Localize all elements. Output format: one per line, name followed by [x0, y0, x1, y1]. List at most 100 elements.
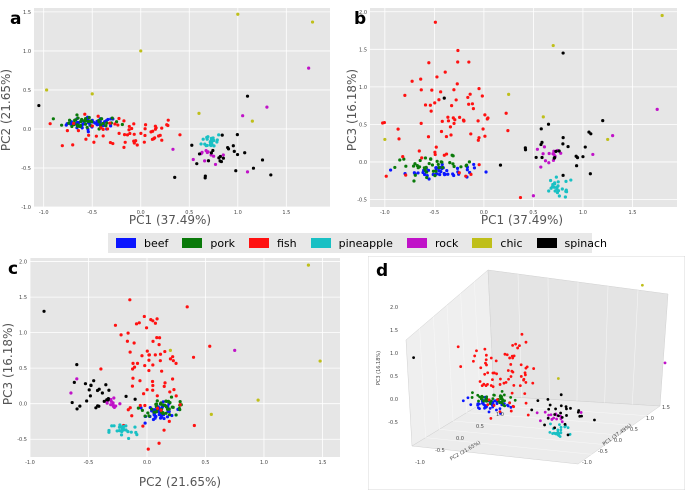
- point-spinach: [561, 136, 565, 140]
- point-fish: [480, 384, 484, 388]
- point-chic: [310, 20, 315, 24]
- point-beef: [495, 408, 498, 412]
- point-fish: [518, 384, 522, 388]
- point-pineapple: [209, 138, 214, 142]
- point-fish: [384, 174, 388, 178]
- point-pork: [402, 157, 406, 161]
- point-pineapple: [559, 431, 563, 435]
- point-spinach: [100, 391, 104, 395]
- point-pork: [154, 402, 158, 406]
- point-fish: [480, 94, 484, 98]
- point-spinach: [589, 132, 593, 136]
- point-spinach: [78, 404, 82, 408]
- point-fish: [165, 123, 169, 127]
- point-pineapple: [548, 430, 552, 434]
- point-beef: [509, 405, 513, 409]
- panel-label: b: [354, 9, 366, 29]
- x-axis-label: PC1 (37.49%): [481, 213, 563, 227]
- point-fish: [130, 384, 135, 388]
- point-pork: [476, 393, 480, 397]
- point-fish: [153, 321, 158, 325]
- point-fish: [519, 375, 523, 378]
- point-spinach: [581, 155, 585, 159]
- point-rock: [550, 417, 554, 421]
- point-fish: [191, 355, 196, 359]
- point-fish: [171, 355, 175, 359]
- point-fish: [65, 129, 69, 133]
- point-rock: [213, 162, 218, 167]
- point-fish: [459, 365, 463, 368]
- grid-3d: [576, 281, 579, 402]
- z-tick-label: -0.5: [388, 420, 398, 426]
- grid-3d: [433, 316, 440, 430]
- point-fish: [142, 314, 146, 319]
- point-rock: [541, 152, 545, 156]
- point-fish: [143, 363, 147, 368]
- point-spinach: [543, 423, 546, 427]
- point-pork: [78, 124, 82, 129]
- point-spinach: [83, 382, 88, 386]
- point-rock: [547, 151, 551, 156]
- point-fish: [90, 124, 94, 128]
- point-fish: [486, 116, 490, 120]
- point-pork: [509, 396, 513, 399]
- y-tick-label: 0.0: [359, 160, 367, 166]
- point-pineapple: [556, 433, 560, 436]
- point-fish: [524, 401, 528, 405]
- plot-area: [34, 8, 330, 207]
- point-pork: [413, 173, 417, 177]
- point-rock: [551, 152, 555, 156]
- point-pork: [101, 121, 105, 126]
- point-spinach: [565, 407, 568, 411]
- point-spinach: [260, 158, 265, 162]
- point-spinach: [553, 155, 557, 160]
- x-tick-label: 1.0: [260, 460, 268, 466]
- point-fish: [397, 137, 401, 141]
- point-spinach: [195, 162, 199, 166]
- point-rock: [203, 159, 207, 163]
- point-spinach: [133, 397, 137, 401]
- z-tick-label: 1.0: [390, 351, 398, 357]
- point-spinach: [197, 152, 202, 156]
- point-pineapple: [566, 426, 570, 430]
- point-pineapple: [559, 428, 563, 432]
- point-fish: [523, 392, 527, 395]
- x-tick-label: 0.0: [137, 210, 145, 216]
- point-pineapple: [210, 142, 214, 146]
- z-tick-label: 1.5: [390, 328, 398, 334]
- x-tick-label: 1.0: [234, 210, 242, 216]
- y-tick-label: -0.5: [17, 437, 27, 443]
- point-pork: [60, 123, 64, 127]
- point-pineapple: [559, 425, 563, 429]
- point-spinach: [566, 144, 570, 149]
- point-fish: [158, 352, 163, 356]
- point-chic: [209, 412, 213, 416]
- x-tick-label: -1.0: [380, 210, 390, 216]
- point-spinach: [566, 433, 570, 437]
- point-pork: [488, 402, 492, 405]
- point-chic: [383, 137, 387, 142]
- point-fish: [48, 122, 52, 126]
- point-rock: [75, 377, 79, 381]
- point-fish: [168, 390, 172, 394]
- point-fish: [122, 119, 126, 123]
- point-fish: [524, 340, 528, 344]
- x-axis-label: PC1 (37.49%): [129, 213, 211, 227]
- point-fish: [149, 318, 153, 322]
- point-fish: [71, 143, 75, 147]
- y-tick-label: -0.5: [598, 449, 608, 455]
- point-fish: [498, 410, 502, 414]
- point-spinach: [534, 155, 538, 160]
- point-pork: [489, 399, 493, 403]
- point-pork: [167, 407, 171, 411]
- point-pork: [491, 397, 495, 401]
- point-fish: [504, 380, 508, 384]
- x-tick-label: 0.5: [185, 210, 193, 216]
- x-tick-label: 0.0: [480, 210, 488, 216]
- point-rock: [171, 147, 175, 151]
- point-spinach: [75, 407, 79, 411]
- point-pineapple: [560, 187, 564, 191]
- point-pineapple: [555, 190, 560, 195]
- point-spinach: [548, 403, 552, 407]
- point-spinach: [536, 399, 540, 403]
